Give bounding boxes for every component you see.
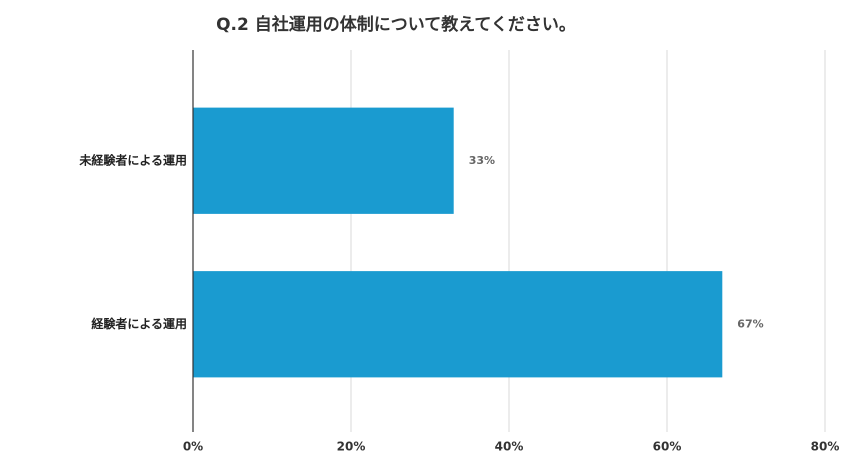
value-label: 33% bbox=[469, 154, 495, 167]
chart-title: Q.2 自社運用の体制について教えてください。 bbox=[216, 14, 576, 35]
x-tick-label: 0% bbox=[183, 440, 203, 454]
x-tick-label: 60% bbox=[653, 440, 682, 454]
bar bbox=[193, 271, 723, 378]
x-tick-label: 80% bbox=[811, 440, 840, 454]
x-tick-label: 40% bbox=[495, 440, 524, 454]
y-tick-label: 未経験者による運用 bbox=[78, 152, 187, 167]
bar bbox=[193, 107, 454, 214]
value-label: 67% bbox=[737, 317, 763, 330]
x-tick-label: 20% bbox=[337, 440, 366, 454]
y-tick-label: 経験者による運用 bbox=[91, 316, 187, 331]
